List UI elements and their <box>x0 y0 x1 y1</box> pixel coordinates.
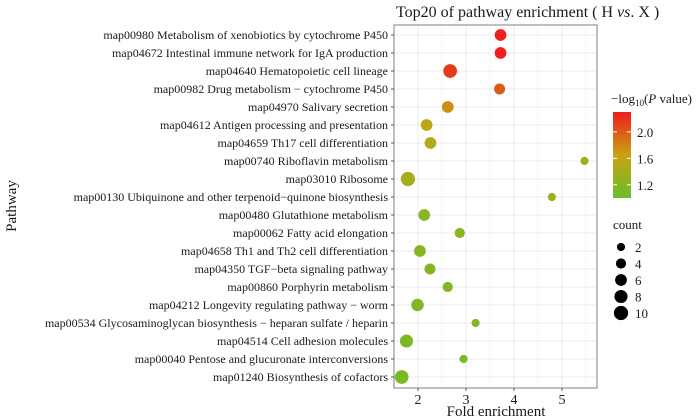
pathway-label: map00480 Glutathione metabolism <box>219 208 389 222</box>
colorbar <box>613 112 631 198</box>
size-legend-title: count <box>613 217 642 232</box>
pathway-label: map03010 Ribosome <box>286 172 388 186</box>
size-legend-dot <box>613 305 629 321</box>
data-point <box>494 83 506 95</box>
pathway-label: map00740 Riboflavin metabolism <box>224 154 389 168</box>
pathway-label: map04658 Th1 and Th2 cell differentiatio… <box>181 244 388 258</box>
size-legend-label: 10 <box>635 306 648 321</box>
data-points <box>394 29 589 384</box>
size-legend-label: 6 <box>635 273 642 288</box>
pathway-label: map00980 Metabolism of xenobiotics by cy… <box>103 28 388 42</box>
data-point <box>471 318 480 328</box>
x-axis-title: Fold enrichment <box>447 404 547 420</box>
x-tick-label: 2 <box>414 393 421 408</box>
data-point <box>547 192 556 202</box>
pathway-label: map04612 Antigen processing and presenta… <box>160 118 388 132</box>
data-point <box>442 281 453 293</box>
data-point <box>424 263 436 275</box>
data-point <box>441 101 454 113</box>
pathway-label: map01240 Biosynthesis of cofactors <box>213 370 388 384</box>
data-point <box>580 156 589 166</box>
plot-frame <box>393 24 598 389</box>
size-legend-label: 8 <box>635 290 642 305</box>
chart-title: Top20 of pathway enrichment ( H vs. X ) <box>396 4 659 21</box>
data-point <box>414 245 426 257</box>
pathway-label: map04672 Intestinal immune network for I… <box>112 46 388 60</box>
colorbar-tick-label: 2.0 <box>637 125 653 140</box>
x-tick-label: 3 <box>462 393 469 408</box>
size-legend: count 2 46 810 <box>613 217 648 321</box>
pathway-label: map04212 Longevity regulating pathway − … <box>149 298 389 312</box>
pathway-label: map00534 Glycosaminoglycan biosynthesis … <box>45 316 388 330</box>
x-tick-label: 5 <box>558 393 565 408</box>
y-axis-labels: map00980 Metabolism of xenobiotics by cy… <box>45 28 394 384</box>
data-point <box>394 370 409 384</box>
size-legend-dot <box>615 274 627 286</box>
data-point <box>424 137 437 149</box>
data-point <box>418 209 431 221</box>
data-point <box>400 171 416 187</box>
color-legend-title: −log10(P value) <box>611 91 692 108</box>
size-legend-dot <box>616 242 626 252</box>
size-legend-label: 4 <box>635 257 642 272</box>
x-axis-ticks: 2 3 4 5 <box>414 388 565 408</box>
size-legend-dot <box>615 258 627 269</box>
x-tick-label: 4 <box>510 393 517 408</box>
y-axis-title: Pathway <box>4 180 20 232</box>
colorbar-tick-label: 1.6 <box>637 151 654 166</box>
size-legend-label: 2 <box>635 240 642 255</box>
colorbar-tick-label: 1.2 <box>637 178 653 193</box>
data-point <box>454 227 465 239</box>
data-point <box>459 354 468 364</box>
pathway-label: map04350 TGF−beta signaling pathway <box>194 262 388 276</box>
pathway-label: map00130 Ubiquinone and other terpenoid−… <box>74 190 389 204</box>
data-point <box>494 47 507 59</box>
pathway-label: map00860 Porphyrin metabolism <box>227 280 388 294</box>
pathway-label: map04659 Th17 cell differentiation <box>217 136 388 150</box>
data-point <box>443 64 457 78</box>
data-point <box>411 298 424 312</box>
data-point <box>420 119 433 131</box>
pathway-label: map00062 Fatty acid elongation <box>233 226 388 240</box>
pathway-label: map04970 Salivary secretion <box>248 100 388 114</box>
pathway-label: map00982 Drug metabolism − cytochrome P4… <box>154 82 388 96</box>
data-point <box>399 334 414 348</box>
data-point <box>494 29 507 41</box>
pathway-label: map00040 Pentose and glucuronate interco… <box>135 352 389 366</box>
grid <box>393 25 597 388</box>
size-legend-dot <box>614 289 628 304</box>
pathway-label: map04514 Cell adhesion molecules <box>217 334 388 348</box>
color-legend: −log10(P value) 2.0 1.6 1.2 <box>611 91 692 198</box>
pathway-label: map04640 Hematopoietic cell lineage <box>206 64 388 78</box>
